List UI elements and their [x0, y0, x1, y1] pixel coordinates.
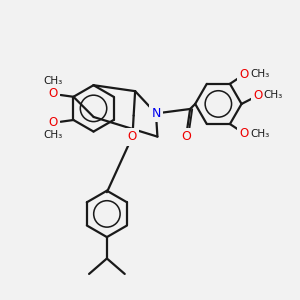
- Text: O: O: [240, 68, 249, 81]
- Text: CH₃: CH₃: [264, 90, 283, 100]
- Text: CH₃: CH₃: [43, 76, 63, 86]
- Text: O: O: [49, 87, 58, 100]
- Text: O: O: [253, 89, 262, 102]
- Text: O: O: [182, 130, 191, 143]
- Text: O: O: [240, 127, 249, 140]
- Text: N: N: [151, 107, 160, 120]
- Text: O: O: [49, 116, 58, 130]
- Text: CH₃: CH₃: [43, 130, 63, 140]
- Text: O: O: [128, 130, 137, 143]
- Text: CH₃: CH₃: [250, 69, 269, 79]
- Text: CH₃: CH₃: [250, 129, 269, 139]
